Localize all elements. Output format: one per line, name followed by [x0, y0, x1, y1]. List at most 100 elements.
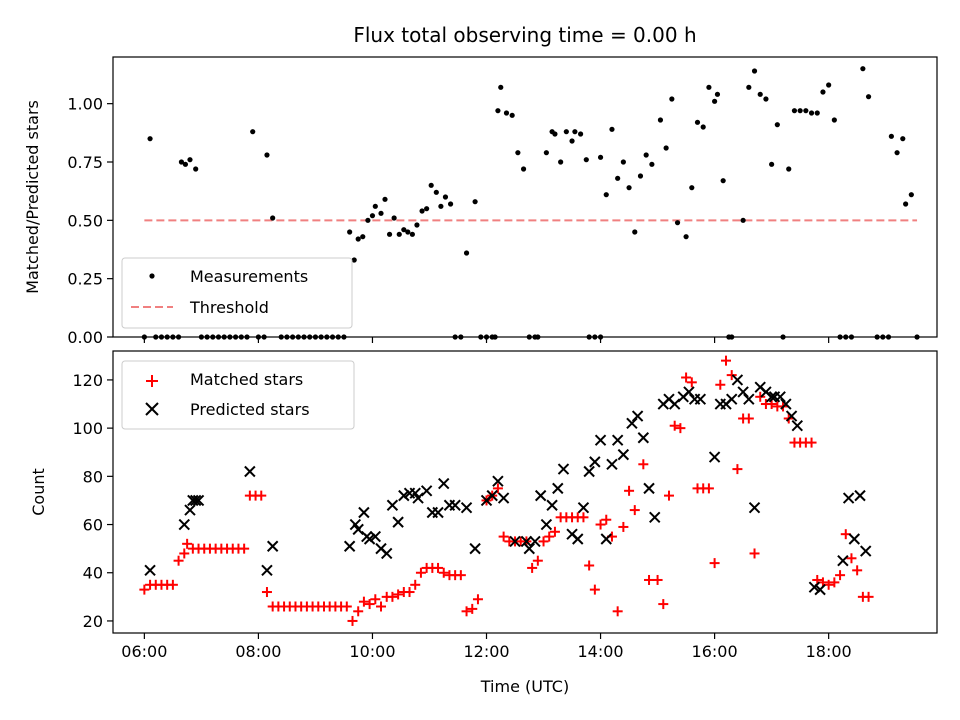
matched-star-point — [681, 372, 692, 383]
measurement-point — [865, 94, 872, 100]
predicted-star-point — [363, 533, 376, 545]
matched-star-point — [601, 514, 612, 525]
predicted-star-point — [683, 386, 695, 398]
y-tick-label: 1.00 — [67, 95, 103, 114]
measurement-point — [674, 220, 681, 226]
y-tick-label: 0.75 — [67, 153, 103, 172]
measurement-point — [369, 213, 376, 219]
predicted-star-point — [731, 374, 744, 386]
matched-star-point — [370, 594, 381, 605]
measurement-point — [683, 234, 689, 240]
predicted-star-point — [748, 501, 761, 514]
measurement-point — [826, 82, 832, 88]
bottom-y-ticks: 20 40 60 80 100 120 — [72, 371, 113, 631]
predicted-star-point — [534, 489, 547, 502]
bottom-legend-box — [121, 360, 355, 430]
measurement-point — [442, 194, 449, 200]
bottom-y-axis-label: Count — [29, 468, 48, 516]
bottom-x-ticks: 06:00 08:00 10:00 12:00 14:00 16:00 18:00 — [121, 633, 852, 661]
measurement-point — [193, 166, 199, 172]
matched-star-point — [404, 587, 415, 598]
measurement-point — [769, 161, 775, 167]
legend-label-matched: Matched stars — [190, 370, 303, 389]
top-y-axis-label: Matched/Predicted stars — [23, 100, 42, 294]
matched-star-point — [629, 505, 640, 516]
matched-star-point — [638, 459, 649, 470]
measurement-point — [433, 189, 439, 195]
top-marks — [141, 66, 920, 340]
predicted-star-point — [860, 545, 872, 557]
measurement-point — [643, 152, 649, 158]
top-legend: Measurements Threshold — [121, 257, 353, 329]
measurement-point — [632, 229, 638, 235]
measurement-point — [763, 96, 769, 102]
matched-star-point — [544, 531, 555, 542]
matched-star-point — [669, 420, 680, 431]
x-tick-label: 12:00 — [463, 642, 509, 661]
predicted-star-point — [438, 477, 450, 490]
predicted-star-point — [617, 448, 630, 461]
predicted-star-point — [572, 533, 584, 545]
top-axes-frame — [112, 56, 938, 338]
matched-star-point — [829, 577, 840, 588]
matched-star-point — [644, 574, 655, 585]
predicted-star-point — [497, 492, 510, 504]
measurement-point — [577, 131, 584, 137]
matched-star-point — [732, 464, 743, 475]
predicted-star-point — [184, 504, 196, 516]
measurement-point — [615, 175, 621, 181]
predicted-star-point — [358, 506, 370, 519]
measurement-point — [351, 257, 357, 263]
predicted-star-point — [808, 581, 821, 593]
measurement-point — [378, 210, 384, 216]
matched-star-point — [182, 538, 193, 549]
measurement-point — [264, 152, 270, 158]
measurement-point — [495, 108, 501, 114]
measurement-point — [751, 68, 758, 74]
matched-star-point — [846, 553, 857, 564]
chart-title: Flux total observing time = 0.00 h — [353, 23, 696, 47]
top-x-ticks — [143, 337, 830, 343]
matched-star-point — [743, 413, 754, 424]
measurement-point — [908, 192, 914, 198]
measurement-point — [382, 196, 388, 202]
predicted-star-point — [398, 489, 410, 502]
measurement-point — [396, 231, 402, 237]
predicted-star-point — [523, 542, 535, 555]
legend-marker-predicted — [145, 402, 159, 416]
predicted-star-point — [780, 398, 792, 410]
predicted-star-point — [546, 499, 558, 511]
legend-label-measurements: Measurements — [190, 267, 308, 286]
measurement-point — [894, 150, 900, 156]
measurement-point — [178, 159, 185, 165]
predicted-star-point — [509, 535, 521, 548]
predicted-star-point — [343, 540, 356, 552]
y-tick-label: 0.50 — [67, 211, 103, 230]
predicted-star-point — [577, 501, 590, 514]
bottom-legend: Matched stars Predicted stars — [121, 360, 355, 430]
measurement-point — [712, 98, 718, 104]
predicted-star-point — [726, 393, 738, 405]
matched-star-point — [709, 558, 720, 569]
measurement-point — [694, 119, 701, 125]
measurement-point — [543, 150, 549, 156]
top-y-ticks: 0.00 0.25 0.50 0.75 1.00 — [67, 95, 113, 347]
measurement-point — [603, 192, 609, 198]
matched-star-point — [387, 591, 398, 602]
matched-star-point — [472, 594, 483, 605]
measurement-point — [689, 185, 695, 191]
matched-star-point — [461, 606, 472, 617]
matched-star-point — [538, 536, 549, 547]
measurement-point — [182, 161, 189, 167]
matched-star-point — [364, 599, 375, 610]
measurement-point — [360, 234, 366, 240]
x-tick-label: 06:00 — [121, 642, 167, 661]
matched-star-point — [256, 490, 267, 501]
predicted-star-point — [694, 393, 707, 405]
matched-star-point — [852, 565, 863, 576]
measurement-point — [700, 124, 706, 130]
predicted-star-point — [244, 465, 256, 478]
matched-star-point — [358, 596, 369, 607]
matched-star-point — [675, 423, 686, 434]
matched-star-point — [239, 543, 250, 554]
